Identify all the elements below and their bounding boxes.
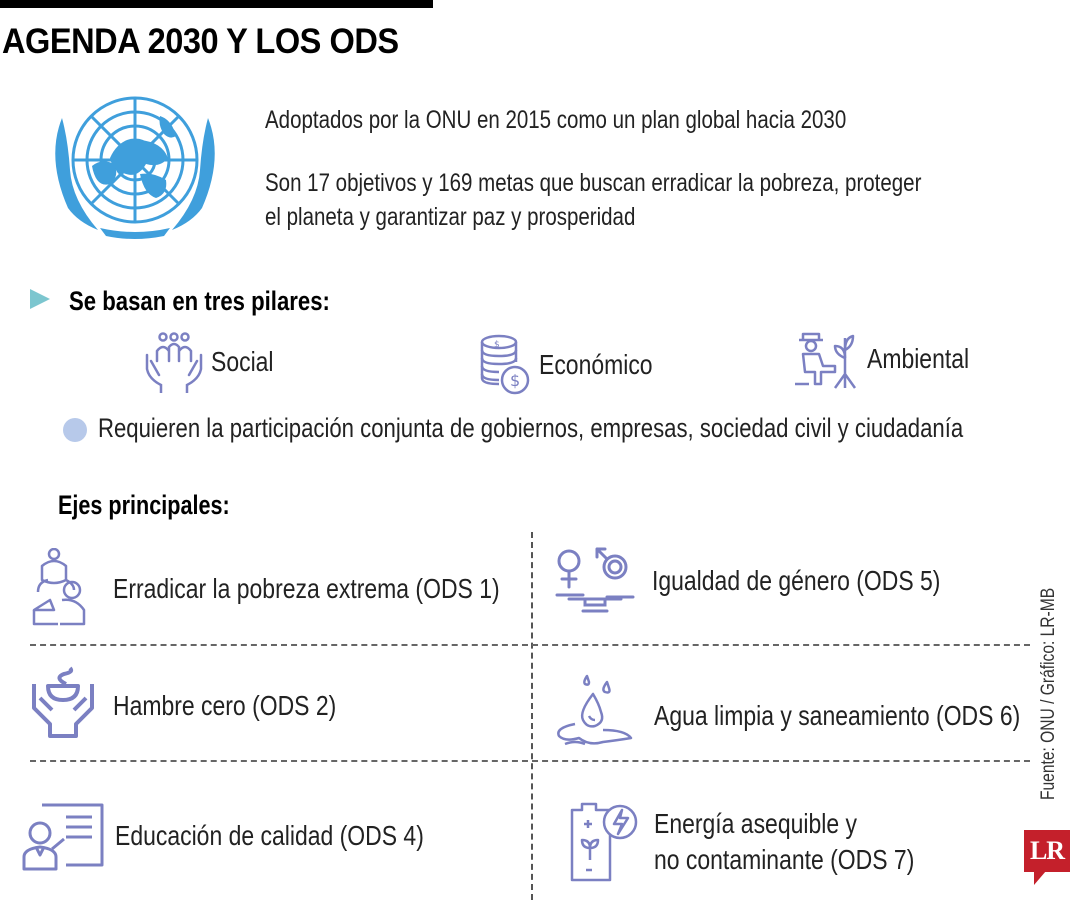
source-credit: Fuente: ONU / Gráfico: LR-MB (1038, 587, 1059, 800)
page-title: AGENDA 2030 Y LOS ODS (2, 22, 399, 61)
gender-scale-icon (555, 545, 635, 617)
intro-line-objectives-1: Son 17 objetivos y 169 metas que buscan … (265, 169, 922, 197)
pillar-label: Ambiental (867, 343, 970, 374)
axis-label-ods7-line1: Energía asequible y (654, 808, 857, 839)
horizontal-divider (30, 760, 1030, 762)
participation-note: Requieren la participación conjunta de g… (98, 413, 964, 443)
circle-bullet-icon (63, 418, 87, 442)
arrow-bullet-icon (30, 289, 50, 309)
water-drop-icon (555, 672, 635, 750)
lr-logo: LR (1024, 830, 1070, 872)
mother-child-icon (32, 548, 90, 628)
axis-label-ods1: Erradicar la pobreza extrema (ODS 1) (113, 573, 500, 604)
axis-label-ods7-line2: no contaminante (ODS 7) (654, 844, 915, 875)
pillars-heading: Se basan en tres pilares: (69, 286, 330, 316)
svg-text:$: $ (510, 371, 520, 390)
axis-label-ods5: Igualdad de género (ODS 5) (652, 565, 941, 596)
hands-bowl-icon (30, 666, 96, 738)
intro-line-adoption: Adoptados por la ONU en 2015 como un pla… (265, 106, 847, 134)
axis-label-ods2: Hambre cero (ODS 2) (113, 690, 337, 721)
pillar-label: Económico (539, 349, 653, 380)
farmer-plant-icon (793, 328, 861, 390)
axis-label-ods6: Agua limpia y saneamiento (ODS 6) (654, 700, 1021, 731)
axis-label-ods4: Educación de calidad (ODS 4) (115, 820, 424, 851)
pillar-social: Social (143, 331, 287, 393)
horizontal-divider (30, 644, 1030, 646)
lr-logo-tail (1034, 871, 1046, 885)
axes-heading: Ejes principales: (58, 490, 230, 520)
hands-people-icon (143, 331, 205, 393)
svg-text:$: $ (494, 340, 500, 350)
pillar-ambiental: Ambiental (793, 328, 992, 390)
un-emblem-icon (40, 88, 230, 240)
teacher-board-icon (22, 803, 104, 873)
pillar-economico: $ $ Económico (477, 334, 678, 396)
pillar-label: Social (211, 346, 274, 377)
intro-line-objectives-2: el planeta y garantizar paz y prosperida… (265, 203, 636, 231)
vertical-divider (531, 532, 533, 900)
top-rule (0, 0, 433, 8)
battery-energy-icon (570, 800, 638, 886)
coins-icon: $ $ (477, 334, 533, 396)
